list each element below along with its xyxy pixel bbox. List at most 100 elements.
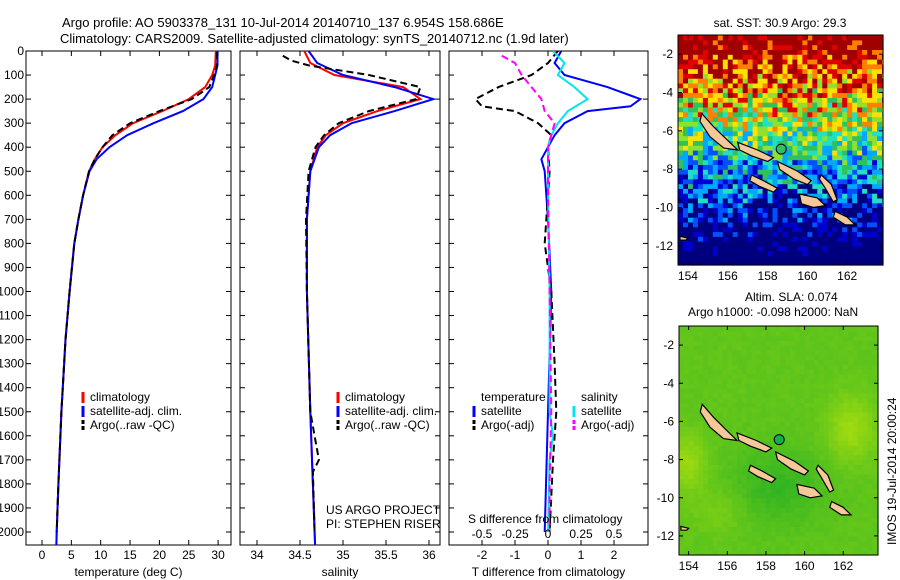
map-cell	[812, 236, 818, 242]
map-cell	[852, 59, 858, 65]
x-tick-label: 15	[123, 548, 137, 562]
map-cell	[785, 364, 791, 370]
map-cell	[823, 326, 830, 332]
map-cell	[862, 236, 868, 242]
x-tick-label: 30	[211, 548, 225, 562]
map-cell	[746, 368, 752, 375]
map-cell	[717, 102, 724, 108]
map-cell	[756, 378, 762, 384]
map-cell	[767, 231, 774, 237]
map-cell	[857, 440, 864, 446]
map-cell	[823, 512, 830, 518]
map-cell	[862, 435, 868, 442]
map-cell	[722, 169, 729, 175]
map-cell	[698, 469, 704, 475]
map-cell	[852, 540, 859, 547]
map-cell	[822, 68, 828, 74]
map-cell	[782, 260, 789, 266]
map-cell	[804, 330, 810, 337]
map-cell	[767, 236, 774, 242]
map-cell	[702, 44, 709, 50]
map-cell	[823, 521, 830, 527]
map-cell	[828, 359, 835, 365]
map-cell	[737, 407, 743, 413]
map-cell	[712, 78, 719, 84]
map-cell	[812, 54, 818, 60]
map-cell	[862, 87, 868, 94]
map-cell	[862, 231, 868, 237]
map-cell	[772, 63, 779, 70]
map-cell	[867, 159, 873, 165]
map-cell	[679, 507, 685, 513]
map-cell	[698, 411, 704, 418]
map-cell	[772, 221, 779, 228]
map-cell	[852, 97, 858, 103]
map-cell	[862, 202, 868, 209]
map-cell	[752, 87, 759, 94]
map-cell	[727, 545, 733, 551]
map-cell	[757, 111, 764, 118]
map-cell	[794, 516, 801, 523]
map-cell	[703, 483, 709, 489]
map-cell	[807, 183, 813, 189]
map-cell	[838, 383, 844, 389]
map-cell	[802, 250, 808, 256]
map-cell	[727, 426, 733, 432]
map-cell	[782, 44, 789, 50]
map-cell	[877, 92, 883, 98]
map-cell	[780, 359, 786, 365]
map-cell	[809, 497, 815, 504]
y-tick-label: 1000	[0, 285, 24, 299]
map-cell	[862, 383, 868, 389]
map-cell	[772, 178, 779, 185]
map-cell	[837, 169, 843, 175]
map-cell	[678, 54, 684, 60]
map-cell	[799, 326, 806, 332]
map-cell	[792, 221, 798, 228]
map-cell	[852, 473, 859, 480]
map-cell	[767, 102, 774, 108]
map-cell	[703, 421, 709, 427]
map-cell	[794, 330, 801, 337]
map-cell	[852, 212, 858, 218]
map-cell	[703, 545, 709, 551]
map-cell	[842, 159, 848, 165]
map-cell	[722, 359, 728, 365]
map-cell	[867, 255, 873, 261]
map-cell	[761, 531, 767, 537]
map-cell	[777, 226, 784, 233]
map-cell	[819, 526, 825, 532]
map-cell	[693, 383, 699, 389]
map-cell	[848, 335, 854, 341]
map-cell	[702, 68, 709, 74]
map-cell	[688, 97, 694, 103]
map-cell	[761, 373, 767, 380]
map-cell	[827, 164, 833, 170]
map-cell	[688, 73, 694, 79]
map-cell	[780, 392, 786, 399]
map-cell	[727, 459, 733, 465]
map-cell	[862, 378, 868, 384]
map-cell	[756, 540, 762, 547]
x-tick-label: 158	[756, 559, 776, 573]
map-cell	[767, 116, 774, 122]
map-cell	[797, 150, 803, 156]
x-tick-label: 162	[837, 269, 857, 283]
map-cell	[838, 521, 844, 527]
map-cell	[838, 545, 844, 551]
map-cell	[832, 217, 838, 223]
map-cell	[857, 49, 863, 55]
map-cell	[761, 368, 767, 375]
map-cell	[770, 483, 777, 489]
map-cell	[794, 383, 801, 389]
map-cell	[703, 335, 709, 341]
map-cell	[828, 421, 835, 427]
map-cell	[751, 373, 757, 380]
map-cell	[852, 121, 858, 127]
argo-position-marker	[773, 434, 785, 446]
map-cell	[712, 73, 719, 79]
map-cell	[717, 68, 724, 74]
map-cell	[698, 521, 704, 527]
map-cell	[867, 335, 873, 341]
map-cell	[842, 35, 848, 41]
